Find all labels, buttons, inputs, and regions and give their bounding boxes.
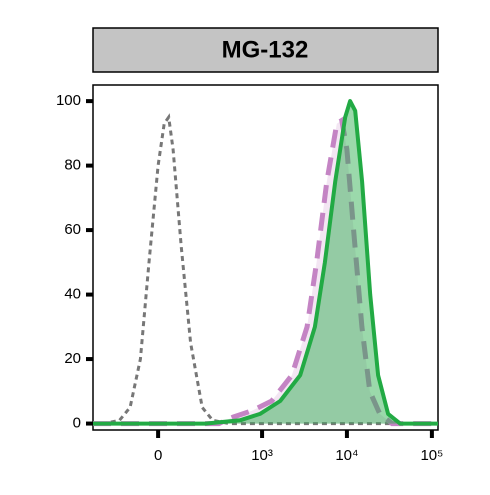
y-tick-label: 80: [64, 157, 81, 174]
area: [93, 120, 438, 424]
x-tick-label: 10⁴: [335, 447, 358, 464]
chart-title: MG-132: [222, 36, 309, 63]
x-tick-label: 0: [154, 447, 162, 464]
title-box: [92, 27, 439, 73]
line: [93, 116, 438, 427]
line: [93, 113, 438, 426]
area: [93, 101, 438, 424]
line: [93, 99, 438, 426]
y-tick-label: 20: [64, 350, 81, 367]
y-tick-label: 60: [64, 221, 81, 238]
x-tick-label: 10⁵: [420, 447, 443, 464]
x-tick-label: 10³: [251, 447, 273, 464]
y-tick-label: 100: [56, 92, 81, 109]
y-tick-label: 0: [73, 415, 81, 432]
plot-frame: [92, 84, 439, 431]
y-tick-label: 40: [64, 286, 81, 303]
